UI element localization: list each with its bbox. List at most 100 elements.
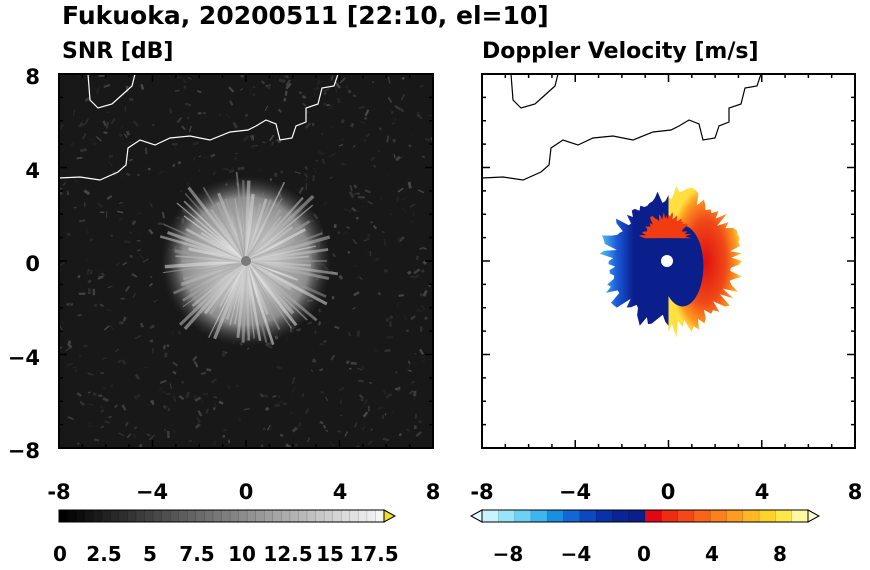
- snr-noise-speck: [89, 237, 94, 242]
- snr-noise-speck: [322, 201, 328, 206]
- snr-noise-speck: [93, 303, 98, 308]
- snr-noise-speck: [192, 141, 200, 146]
- snr-noise-speck: [119, 321, 124, 325]
- snr-colorbar-label: 0: [53, 542, 67, 566]
- snr-colorbar-swatch: [281, 510, 291, 522]
- snr-noise-speck: [351, 207, 357, 213]
- snr-colorbar-swatch: [375, 510, 385, 522]
- snr-noise-speck: [333, 224, 337, 228]
- snr-noise-speck: [83, 189, 91, 196]
- snr-noise-speck: [262, 141, 266, 144]
- velocity-colorbar-swatch: [677, 510, 695, 522]
- snr-colorbar-swatch: [289, 510, 299, 522]
- snr-noise-speck: [425, 138, 430, 141]
- snr-noise-speck: [391, 410, 395, 415]
- snr-colorbar-swatch: [264, 510, 274, 522]
- snr-noise-speck: [172, 428, 175, 434]
- snr-noise-speck: [120, 125, 124, 128]
- snr-noise-speck: [186, 116, 190, 120]
- snr-colorbar-swatch: [366, 510, 376, 522]
- snr-noise-speck: [319, 420, 324, 425]
- snr-noise-speck: [62, 182, 67, 186]
- snr-noise-speck: [166, 430, 171, 439]
- snr-noise-speck: [365, 132, 371, 138]
- snr-colorbar-swatch: [118, 510, 128, 522]
- velocity-colorbar-swatch: [693, 510, 711, 522]
- snr-axis-ticks: [58, 73, 434, 449]
- snr-noise-speck: [331, 296, 335, 300]
- snr-noise-speck: [416, 111, 421, 117]
- snr-noise-speck: [59, 192, 63, 195]
- snr-noise-speck: [400, 196, 408, 202]
- snr-noise-speck: [266, 424, 271, 431]
- snr-noise-speck: [136, 240, 141, 242]
- snr-noise-speck: [110, 384, 114, 388]
- snr-noise-speck: [367, 405, 370, 412]
- velocity-inner-approaching-core: [661, 225, 704, 307]
- snr-colorbar-swatch: [341, 510, 351, 522]
- snr-noise-speck: [325, 429, 329, 433]
- snr-noise-speck: [348, 331, 351, 337]
- snr-noise-speck: [293, 442, 299, 448]
- snr-noise-speck: [133, 433, 136, 439]
- snr-noise-speck: [323, 102, 326, 106]
- snr-colorbar-swatch: [204, 510, 214, 522]
- snr-echo-ray: [245, 260, 292, 329]
- snr-colorbar-swatch: [238, 510, 248, 522]
- velocity-xtick-label: −4: [559, 480, 591, 504]
- snr-noise-speck: [371, 80, 375, 84]
- velocity-colorbar-extend-max: [807, 509, 821, 523]
- snr-echo-ray: [244, 194, 315, 263]
- snr-echo-ray: [183, 215, 247, 262]
- snr-noise-speck: [413, 425, 417, 430]
- snr-noise-speck: [337, 231, 341, 235]
- snr-noise-speck: [223, 168, 229, 171]
- snr-noise-speck: [398, 294, 404, 297]
- velocity-colorbar-swatch: [563, 510, 581, 522]
- snr-noise-speck: [106, 194, 113, 200]
- snr-noise-speck: [285, 82, 292, 90]
- snr-noise-speck: [172, 163, 176, 168]
- snr-colorbar-swatch: [93, 510, 103, 522]
- snr-noise-speck: [79, 219, 86, 223]
- snr-noise-speck: [110, 234, 114, 238]
- snr-noise-speck: [204, 155, 210, 159]
- snr-noise-speck: [294, 171, 301, 174]
- snr-noise-speck: [306, 437, 311, 443]
- velocity-colorbar: [469, 509, 821, 523]
- snr-noise-speck: [291, 426, 299, 433]
- velocity-colorbar-swatch: [482, 510, 499, 522]
- snr-noise-speck: [350, 361, 357, 365]
- snr-coastline-island: [87, 74, 136, 109]
- snr-xtick-label: -8: [47, 480, 70, 504]
- velocity-colorbar-swatch: [628, 510, 646, 522]
- snr-noise-speck: [252, 86, 256, 88]
- snr-noise-speck: [330, 74, 334, 81]
- snr-noise-speck: [416, 113, 423, 120]
- snr-noise-speck: [117, 432, 125, 437]
- snr-noise-speck: [277, 108, 283, 114]
- snr-noise-speck: [414, 413, 417, 420]
- snr-noise-speck: [394, 117, 397, 121]
- snr-noise-speck: [72, 366, 78, 369]
- snr-noise-speck: [222, 350, 226, 357]
- snr-colorbar-swatch: [212, 510, 222, 522]
- snr-noise-speck: [348, 89, 352, 94]
- snr-noise-speck: [319, 368, 324, 372]
- snr-colorbar-swatch: [349, 510, 359, 522]
- snr-noise-speck: [379, 196, 383, 201]
- snr-noise-speck: [353, 192, 359, 196]
- snr-noise-speck: [298, 186, 304, 195]
- snr-noise-speck: [296, 328, 301, 332]
- snr-noise-speck: [92, 392, 97, 397]
- snr-noise-speck: [395, 301, 400, 308]
- snr-noise-speck: [178, 394, 185, 401]
- snr-noise-speck: [166, 344, 170, 347]
- snr-noise-speck: [391, 110, 394, 115]
- snr-noise-speck: [290, 411, 293, 415]
- snr-noise-speck: [188, 125, 192, 133]
- snr-noise-speck: [164, 406, 168, 411]
- snr-noise-speck: [121, 359, 127, 366]
- snr-noise-speck: [139, 254, 144, 260]
